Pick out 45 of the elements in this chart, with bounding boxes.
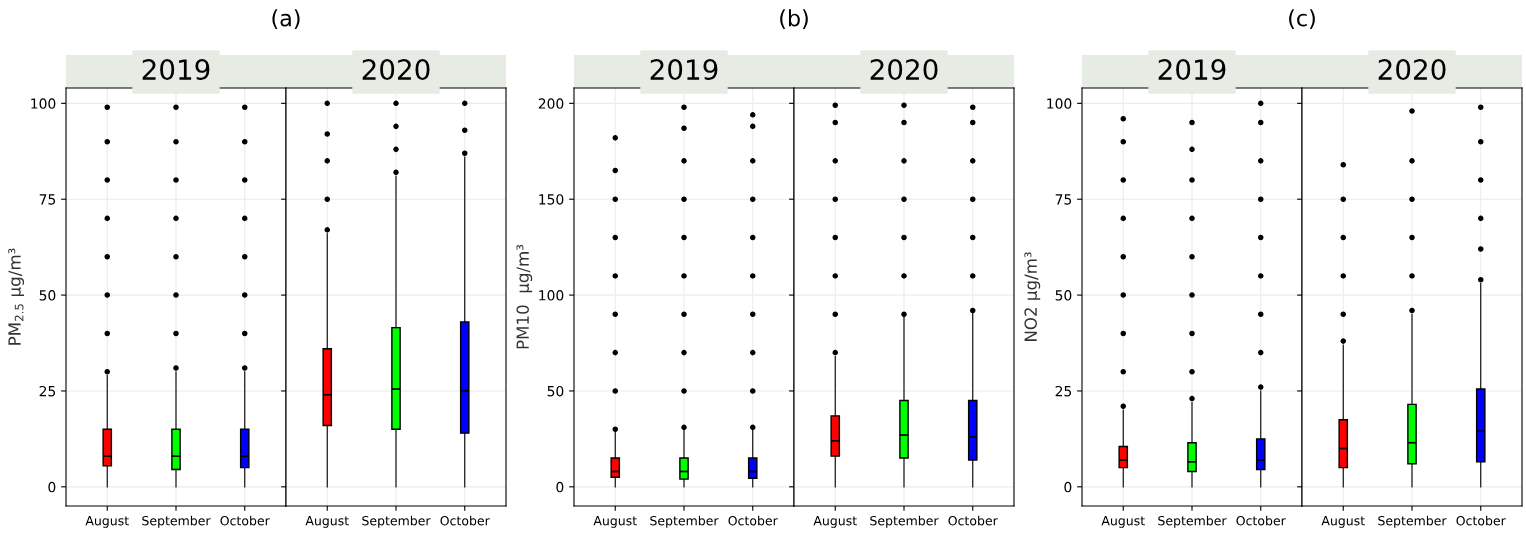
chart-title: 2019 [142,59,210,81]
y-tick-label: 50 [1055,290,1072,301]
x-tick-label: October [1456,515,1506,526]
y-tick-label: 50 [39,290,56,301]
x-tick-label: October [1236,515,1286,526]
x-tick-label: October [220,515,270,526]
x-tick-label: October [728,515,778,526]
text: (c) [1289,9,1315,30]
x-tick-label: October [440,515,490,526]
y-tick-label: 75 [39,194,56,205]
x-tick-label: September [362,515,431,528]
y-axis-title: PM10 μg/m³ [516,244,533,349]
chart-title: 2020 [1378,59,1446,81]
y-tick-label: 75 [1055,194,1072,205]
x-tick-label: September [870,515,939,528]
y-tick-label: 0 [1064,481,1072,493]
x-tick-label: August [85,516,129,528]
text: (a) [272,9,300,30]
x-tick-label: September [1378,515,1447,528]
y-tick-label: 100 [539,290,564,301]
y-tick-label: 100 [31,98,56,109]
y-tick-label: 25 [1055,385,1072,397]
x-tick-label: August [813,516,857,528]
x-tick-label: August [1101,516,1145,528]
x-tick-label: August [305,516,349,528]
y-tick-label: 100 [1047,98,1072,109]
y-axis-title: NO2 μg/m³ [1024,252,1041,341]
chart-title: 2019 [1158,59,1226,81]
chart-title: 2019 [650,59,718,81]
y-tick-label: 150 [539,194,564,205]
text: (b) [780,9,808,30]
x-tick-label: August [1321,516,1365,528]
x-tick-label: September [142,515,211,528]
x-tick-label: September [650,515,719,528]
y-axis-title: PM$_{2.5}$ μg/m³ [8,248,25,345]
x-tick-label: September [1158,515,1227,528]
y-tick-label: 25 [39,385,56,397]
y-tick-label: 50 [547,385,564,397]
y-tick-label: 0 [556,481,564,493]
x-tick-label: October [948,515,998,526]
x-tick-label: August [593,516,637,528]
chart-title: 2020 [870,59,938,81]
y-tick-label: 0 [48,481,56,493]
y-tick-label: 200 [538,98,564,109]
chart-title: 2020 [362,59,430,81]
